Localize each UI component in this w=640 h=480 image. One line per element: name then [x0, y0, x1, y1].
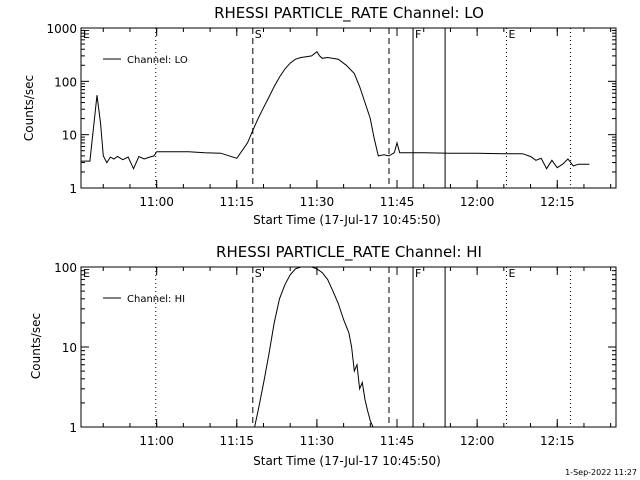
x-tick-label: 12:15: [540, 195, 575, 209]
x-tick-label: 11:00: [139, 434, 174, 448]
event-marker-label: F: [415, 28, 421, 41]
legend-label: Channel: LO: [127, 55, 188, 66]
y-axis-label: Counts/sec: [29, 313, 43, 379]
x-tick-label: 11:45: [380, 434, 415, 448]
y-tick-label: 1: [69, 182, 77, 196]
event-marker-label: S: [255, 28, 262, 41]
chart-title: RHESSI PARTICLE_RATE Channel: HI: [216, 243, 482, 262]
x-tick-label: 11:15: [219, 195, 254, 209]
x-tick-label: 11:45: [380, 195, 415, 209]
x-tick-label: 11:15: [219, 434, 254, 448]
y-tick-label: 1: [69, 421, 77, 435]
y-tick-label: 1000: [46, 22, 77, 36]
event-marker-label: S: [255, 267, 262, 280]
footer-timestamp: 1-Sep-2022 11:27: [565, 468, 637, 477]
x-tick-label: 11:00: [139, 195, 174, 209]
event-marker-label: E: [83, 28, 90, 41]
y-tick-label: 10: [62, 341, 77, 355]
y-tick-label: 10: [62, 129, 77, 143]
event-marker-label: E: [509, 28, 516, 41]
series-line: [81, 50, 590, 170]
x-axis-label: Start Time (17-Jul-17 10:45:50): [253, 454, 441, 468]
series-line: [254, 266, 374, 428]
y-tick-label: 100: [54, 75, 77, 89]
plot-frame: [80, 27, 617, 189]
x-tick-label: 12:15: [540, 434, 575, 448]
x-axis-label: Start Time (17-Jul-17 10:45:50): [253, 213, 441, 227]
x-tick-label: 12:00: [460, 434, 495, 448]
event-marker-label: F: [415, 267, 421, 280]
panel-hi: RHESSI PARTICLE_RATE Channel: HI Start T…: [29, 243, 617, 468]
x-tick-label: 12:00: [460, 195, 495, 209]
panel-lo: RHESSI PARTICLE_RATE Channel: LO Start T…: [22, 4, 617, 227]
x-tick-label: 11:30: [300, 434, 335, 448]
event-marker-label: E: [83, 267, 90, 280]
y-axis-label: Counts/sec: [22, 75, 36, 141]
plot-frame: [80, 266, 617, 428]
x-tick-label: 11:30: [300, 195, 335, 209]
event-marker-label: E: [509, 267, 516, 280]
chart-title: RHESSI PARTICLE_RATE Channel: LO: [214, 4, 484, 23]
y-tick-label: 100: [54, 261, 77, 275]
